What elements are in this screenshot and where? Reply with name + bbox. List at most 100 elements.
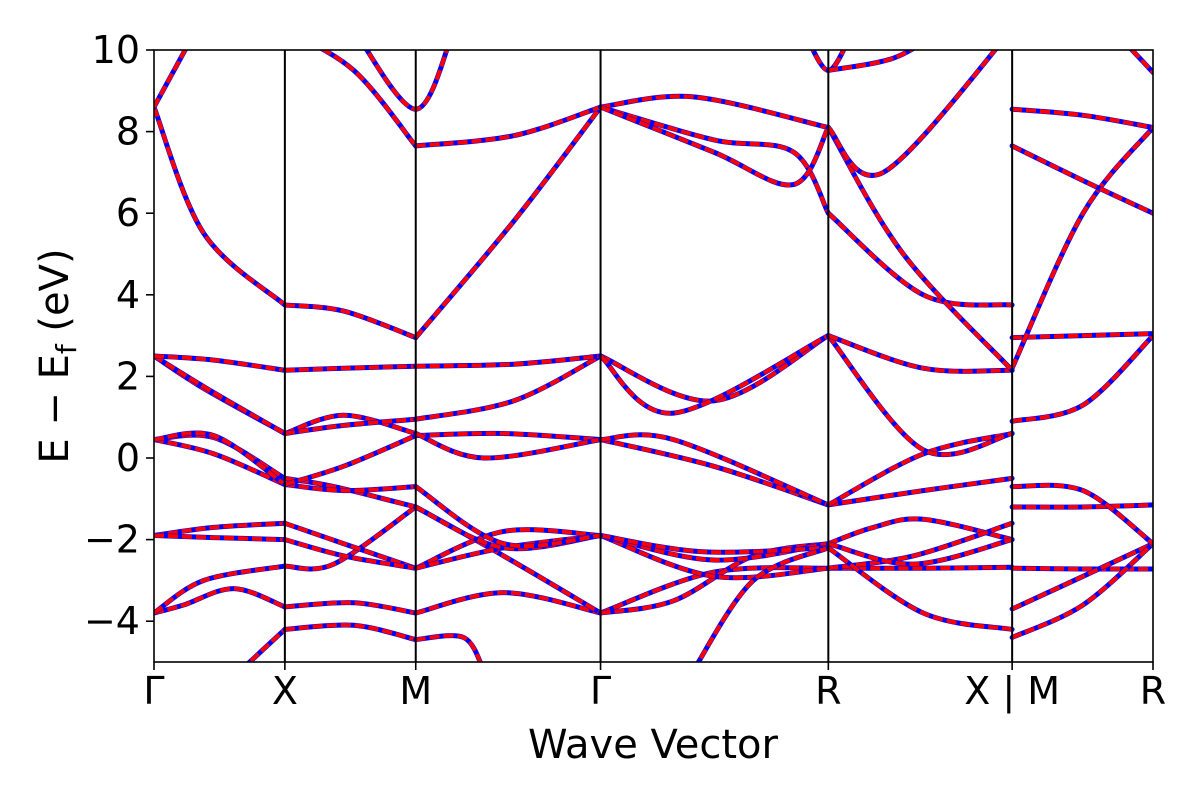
y-tick-label-6: 8 bbox=[116, 110, 140, 154]
x-tick-label-4: R bbox=[815, 669, 841, 713]
plot-frame bbox=[153, 49, 1154, 663]
y-axis-label: E − Ef (eV) bbox=[32, 248, 83, 463]
y-tick-label-7: 10 bbox=[92, 28, 140, 72]
band-dashed-68 bbox=[826, 50, 998, 178]
band-dashed-33 bbox=[415, 431, 601, 442]
band-dashed-7 bbox=[284, 505, 417, 571]
band-dashed-62 bbox=[415, 105, 602, 148]
band-dashed-59 bbox=[1010, 126, 1153, 370]
band-dashed-39 bbox=[414, 431, 601, 461]
band-solid-64 bbox=[825, 125, 1015, 373]
band-dashed-10 bbox=[827, 516, 1013, 546]
band-solid-61 bbox=[318, 50, 419, 149]
band-dashed-36 bbox=[1012, 483, 1153, 546]
band-dashed-72 bbox=[1129, 50, 1153, 74]
band-dashed-77 bbox=[827, 546, 1013, 632]
x-tick-label-0: Γ bbox=[143, 669, 164, 713]
y-tick-label-4: 4 bbox=[116, 273, 140, 317]
band-dashed-49 bbox=[284, 364, 416, 373]
y-axis-ticks: −4 −2 0 2 4 6 8 10 bbox=[84, 28, 154, 643]
band-dashed-13 bbox=[284, 521, 417, 571]
band-dashed-55 bbox=[284, 303, 417, 340]
band-dashed-19 bbox=[284, 537, 417, 571]
band-dashed-5 bbox=[1012, 566, 1153, 572]
band-dashed-17 bbox=[1011, 542, 1153, 640]
band-solid-46 bbox=[598, 333, 831, 404]
band-dashed-56 bbox=[414, 105, 603, 339]
y-axis-label-main: E − E bbox=[32, 354, 78, 464]
band-dashed-52 bbox=[827, 333, 1013, 374]
band-dashed-51 bbox=[599, 333, 830, 416]
band-dashed-11 bbox=[1011, 541, 1153, 611]
band-dashed-41 bbox=[827, 431, 1013, 507]
x-tick-label-2: M bbox=[399, 669, 432, 713]
band-dashed-74 bbox=[284, 622, 417, 642]
band-dashed-32 bbox=[284, 433, 417, 487]
x-tick-label-1: X bbox=[272, 669, 298, 713]
band-dashed-44 bbox=[284, 417, 416, 436]
band-dashed-54 bbox=[154, 106, 287, 307]
band-dashed-71 bbox=[827, 50, 915, 73]
band-solid-34 bbox=[598, 437, 831, 508]
band-dashed-14 bbox=[414, 527, 601, 571]
band-dashed-31 bbox=[154, 430, 287, 487]
band-solid-54 bbox=[154, 104, 288, 308]
band-dashed-47 bbox=[826, 334, 1013, 457]
y-tick-label-5: 6 bbox=[116, 191, 140, 235]
y-tick-label-3: 2 bbox=[116, 354, 140, 398]
y-axis-label-subscript: f bbox=[50, 343, 83, 354]
x-axis-ticks: Γ X M Γ R X | M R bbox=[143, 662, 1166, 714]
band-dashed-12 bbox=[154, 521, 286, 538]
band-solid-17 bbox=[1009, 541, 1153, 640]
band-dashed-15 bbox=[599, 533, 829, 580]
band-dashed-18 bbox=[154, 533, 285, 542]
band-dashed-42 bbox=[1011, 334, 1153, 424]
band-solid-42 bbox=[1009, 333, 1153, 424]
band-dashed-46 bbox=[599, 333, 830, 403]
band-dashed-61 bbox=[319, 50, 418, 148]
band-dashed-0 bbox=[154, 586, 286, 615]
band-dashed-28 bbox=[154, 437, 286, 487]
y-tick-label-2: 0 bbox=[116, 436, 140, 480]
band-solid-77 bbox=[825, 545, 1015, 632]
y-tick-label-0: −4 bbox=[84, 599, 140, 643]
band-solid-66 bbox=[363, 50, 450, 112]
band-dashed-50 bbox=[415, 354, 601, 369]
band-dashed-23 bbox=[1012, 502, 1153, 510]
high-symmetry-lines bbox=[283, 50, 1014, 662]
band-dashed-35 bbox=[827, 476, 1013, 507]
band-dashed-30 bbox=[414, 484, 601, 549]
band-dashed-27 bbox=[600, 533, 829, 555]
band-dashed-53 bbox=[1012, 331, 1153, 340]
y-tick-label-1: −2 bbox=[84, 518, 140, 562]
band-solid-68 bbox=[825, 50, 999, 178]
band-dashed-3 bbox=[599, 565, 829, 615]
band-dashed-6 bbox=[154, 564, 286, 615]
band-dashed-45 bbox=[415, 354, 602, 422]
band-dashed-63 bbox=[600, 94, 829, 130]
band-dashed-48 bbox=[154, 354, 286, 373]
band-dashed-65 bbox=[1011, 107, 1153, 130]
band-dashed-43 bbox=[154, 354, 286, 436]
band-dashed-29 bbox=[284, 482, 416, 493]
band-solid-55 bbox=[282, 302, 419, 341]
band-dashed-22 bbox=[827, 537, 1013, 567]
band-dashed-40 bbox=[600, 432, 830, 507]
band-dashed-1 bbox=[284, 600, 417, 615]
band-dashed-69 bbox=[1011, 144, 1153, 216]
band-dashed-25 bbox=[284, 476, 417, 509]
band-dashed-2 bbox=[415, 590, 602, 615]
band-dashed-67 bbox=[599, 105, 831, 188]
band-dashed-38 bbox=[284, 413, 417, 436]
y-axis-label-unit: (eV) bbox=[32, 248, 78, 344]
band-solid-75 bbox=[413, 633, 483, 662]
band-lines bbox=[154, 50, 1153, 662]
x-axis-label: Wave Vector bbox=[528, 722, 779, 768]
band-solid-60 bbox=[154, 50, 188, 110]
band-dashed-76 bbox=[696, 545, 830, 662]
x-tick-label-6: R bbox=[1140, 669, 1166, 713]
band-dashed-58 bbox=[826, 211, 1013, 308]
band-dashed-57 bbox=[600, 105, 831, 215]
band-dashed-64 bbox=[826, 126, 1014, 372]
